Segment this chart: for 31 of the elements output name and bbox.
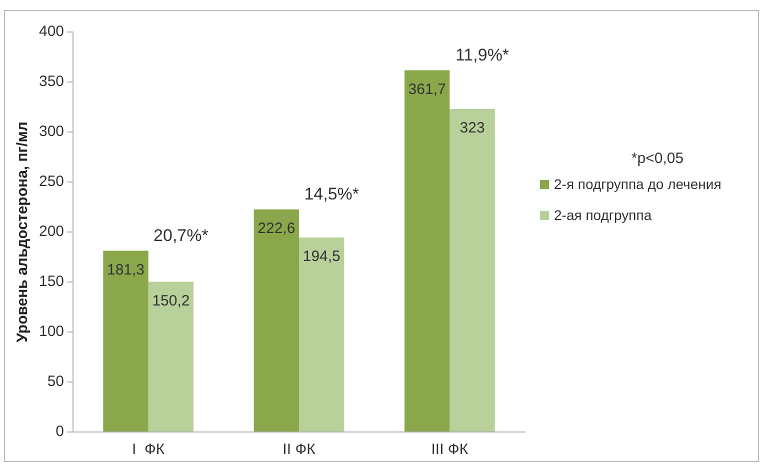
- legend-label: 2-я подгруппа до лечения: [554, 175, 722, 194]
- y-tick-label: 150: [38, 273, 64, 290]
- annotation: 11,9%*: [455, 45, 510, 64]
- y-tick-label: 350: [38, 73, 64, 90]
- annotation: 14,5%*: [304, 184, 360, 204]
- text: *p<0,05: [630, 150, 685, 167]
- y-axis-title: Уровень альдостерона, пг/мл: [14, 122, 32, 342]
- y-tick-label: 100: [38, 323, 64, 340]
- y-tick-label: 200: [38, 223, 64, 240]
- y-tick-label: 0: [56, 423, 64, 440]
- bar: [404, 70, 450, 432]
- data-label: 222,6: [258, 220, 296, 238]
- data-label: 150,2: [152, 292, 190, 310]
- data-label: 323: [460, 120, 485, 137]
- bar: [450, 109, 495, 432]
- bar: [103, 250, 148, 432]
- y-tick-label: 400: [38, 23, 64, 40]
- data-label: 361,7: [408, 80, 446, 98]
- bar: [254, 209, 300, 432]
- y-tick-label: 300: [38, 123, 64, 140]
- y-tick-label: 250: [38, 173, 64, 190]
- data-label: 194,5: [302, 248, 340, 266]
- data-label: 181,3: [106, 261, 145, 278]
- legend-label: 2-ая подгруппа: [554, 206, 652, 225]
- annotation: 20,7%*: [154, 226, 209, 245]
- y-tick-label: 50: [47, 373, 64, 390]
- x-tick-label: II ФК: [282, 441, 316, 458]
- bar: [299, 238, 344, 432]
- bar: [148, 282, 194, 432]
- x-tick-label: I ФК: [132, 441, 165, 458]
- x-tick-label: III ФК: [431, 441, 468, 458]
